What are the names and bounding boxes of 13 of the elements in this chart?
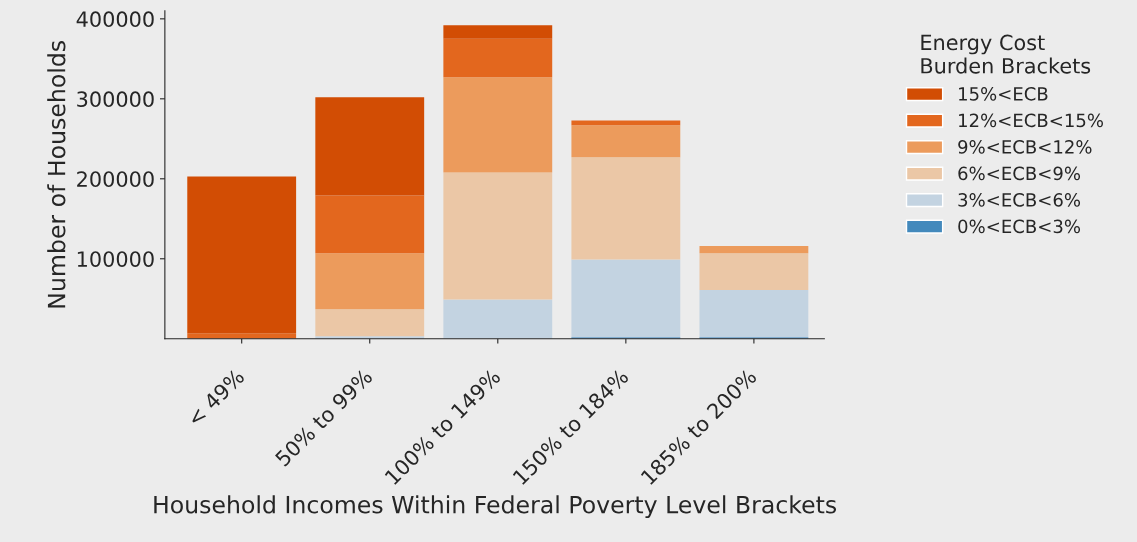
legend-label: 12%<ECB<15% [959,113,1103,128]
legend-label: 9%<ECB<12% [958,140,1092,154]
y-tick-label: 400000 [76,11,154,28]
legend-label: 3%<ECB<6% [958,193,1081,207]
y-tick-label: 200000 [77,171,154,188]
x-axis-title: Household Incomes Within Federal Poverty Level Brackets [154,495,837,519]
legend-label: 15%<ECB [959,87,1048,101]
y-axis-title: Number of Households [47,41,66,308]
y-tick-label: 300000 [77,91,154,108]
legend-label: 0%<ECB<3% [958,219,1081,234]
y-tick-label: 100000 [77,251,154,267]
legend-title: Energy Cost Burden Brackets [921,34,1091,74]
legend-label: 6%<ECB<9% [958,166,1081,181]
